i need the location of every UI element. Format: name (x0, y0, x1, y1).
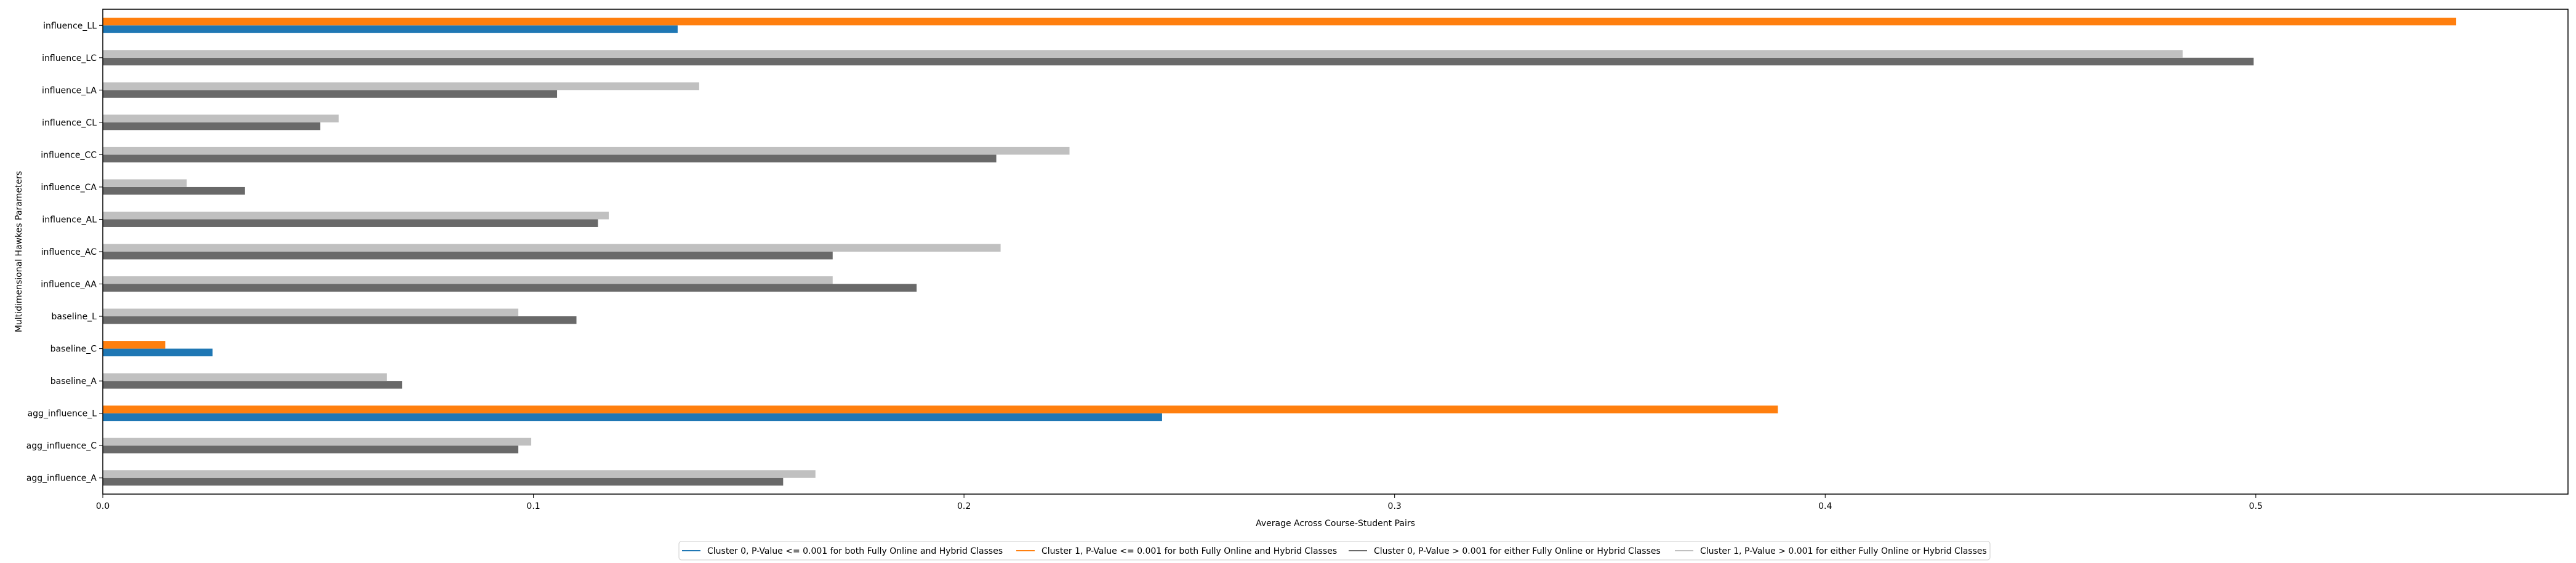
bar-s1-baseline-c (103, 341, 166, 349)
y-tick-label-influence-ac: influence_AC (41, 247, 97, 257)
bar-s2-baseline-l (103, 316, 577, 324)
y-axis: agg_influence_A agg_influence_C agg_influe… (26, 21, 103, 484)
x-axis-label: Average Across Course-Student Pairs (1256, 519, 1415, 529)
legend-label-1: Cluster 1, P-Value <= 0.001 for both Ful… (1041, 546, 1337, 556)
bar-s3-agg-influence-c (103, 437, 532, 446)
bar-s2-influence-ac (103, 252, 833, 260)
bar-s2-influence-cl (103, 122, 321, 130)
x-tick-label-4: 0.4 (1818, 501, 1832, 511)
bar-s2-agg-influence-c (103, 445, 519, 453)
bar-s2-influence-lc (103, 57, 2254, 66)
bar-s3-influence-cc (103, 146, 1070, 155)
x-tick-label-0: 0.0 (96, 501, 110, 511)
bar-s3-influence-lc (103, 50, 2183, 58)
legend-label-2: Cluster 0, P-Value > 0.001 for either Fu… (1374, 546, 1661, 556)
bar-s3-baseline-a (103, 373, 387, 381)
y-tick-label-agg-influence-c: agg_influence_C (26, 441, 97, 451)
bar-s2-agg-influence-a (103, 477, 784, 486)
bar-s1-agg-influence-l (103, 405, 1778, 413)
y-tick-label-influence-cl: influence_CL (42, 118, 97, 128)
legend-label-3: Cluster 1, P-Value > 0.001 for either Fu… (1700, 546, 1987, 556)
bar-s3-influence-al (103, 211, 609, 220)
y-tick-label-baseline-c: baseline_C (50, 345, 97, 354)
y-tick-label-baseline-l: baseline_L (52, 312, 97, 322)
legend: Cluster 0, P-Value <= 0.001 for both Ful… (678, 541, 1991, 561)
bar-s2-influence-la (103, 90, 558, 98)
y-tick-label-influence-cc: influence_CC (41, 150, 97, 160)
y-tick-label-influence-la: influence_LA (42, 86, 97, 95)
y-tick-label-influence-ca: influence_CA (41, 183, 97, 193)
bars-layer (103, 17, 2457, 486)
bar-s3-influence-ac (103, 244, 1001, 252)
bar-s3-influence-aa (103, 276, 833, 284)
legend-label-0: Cluster 0, P-Value <= 0.001 for both Ful… (707, 546, 1003, 556)
bar-s1-influence-ll (103, 17, 2457, 26)
x-tick-label-3: 0.3 (1388, 501, 1402, 511)
bar-s3-influence-la (103, 82, 699, 90)
bar-s2-influence-ca (103, 186, 245, 195)
bar-s2-influence-al (103, 219, 598, 227)
x-tick-label-2: 0.2 (957, 501, 971, 511)
bar-s3-influence-ca (103, 179, 187, 187)
bar-s0-agg-influence-l (103, 413, 1162, 421)
y-tick-label-baseline-a: baseline_A (50, 377, 97, 386)
y-tick-label-influence-aa: influence_AA (41, 280, 97, 290)
bar-s2-baseline-a (103, 381, 403, 389)
y-axis-label: Multidimensional Hawkes Parameters (14, 171, 24, 332)
bar-s3-agg-influence-a (103, 470, 816, 478)
x-tick-label-1: 0.1 (526, 501, 540, 511)
bar-s3-baseline-l (103, 308, 519, 317)
y-tick-label-agg-influence-l: agg_influence_L (28, 409, 97, 419)
bar-s3-influence-cl (103, 114, 339, 122)
legend-box (678, 541, 1991, 561)
y-tick-label-influence-ll: influence_LL (43, 21, 97, 31)
bar-s2-influence-aa (103, 284, 917, 292)
x-axis: 0.0 0.1 0.2 0.3 0.4 0.5 (96, 494, 2263, 511)
y-tick-label-agg-influence-a: agg_influence_A (26, 474, 97, 484)
y-tick-label-influence-lc: influence_LC (42, 54, 97, 63)
bar-s0-baseline-c (103, 348, 213, 357)
bar-s0-influence-ll (103, 25, 678, 33)
bar-s2-influence-cc (103, 154, 997, 162)
x-tick-label-5: 0.5 (2249, 501, 2263, 511)
y-tick-label-influence-al: influence_AL (42, 215, 97, 225)
